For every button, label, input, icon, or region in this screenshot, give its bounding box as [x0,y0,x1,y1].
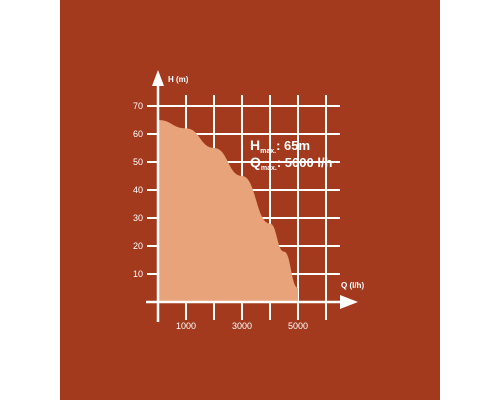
y-tick-label: 20 [133,241,143,251]
y-tick-label: 50 [133,157,143,167]
y-axis-title: H (m) [168,75,189,84]
x-tick-labels: 1000 3000 5000 [176,321,308,331]
svg-text:Qmax.: 5000 l/h: Qmax.: 5000 l/h [250,154,333,172]
x-tick-label: 3000 [232,321,252,331]
y-tick-label: 40 [133,185,143,195]
y-tick-label: 30 [133,213,143,223]
h-max-value: : 65m [276,138,310,153]
q-max-subscript: max. [261,165,277,172]
x-axis-title: Q (l/h) [341,281,364,290]
y-axis-arrow [152,70,164,86]
q-max-label: Q [250,154,261,170]
max-spec-annotation: Hmax.: 65m Qmax.: 5000 l/h [250,137,333,172]
y-tick-label: 10 [133,269,143,279]
y-tick-label: 60 [133,129,143,139]
y-tick-labels: 10 20 30 40 50 60 70 [133,101,143,279]
y-tick-label: 70 [133,101,143,111]
x-axis-arrow [340,295,358,309]
axes [146,70,358,322]
x-tick-label: 5000 [288,321,308,331]
h-max-label: H [250,137,260,153]
h-max-subscript: max. [260,148,276,155]
x-tick-label: 1000 [176,321,196,331]
q-max-value: : 5000 l/h [277,155,333,170]
svg-text:Hmax.: 65m: Hmax.: 65m [250,137,310,155]
performance-curve-area [158,120,298,302]
